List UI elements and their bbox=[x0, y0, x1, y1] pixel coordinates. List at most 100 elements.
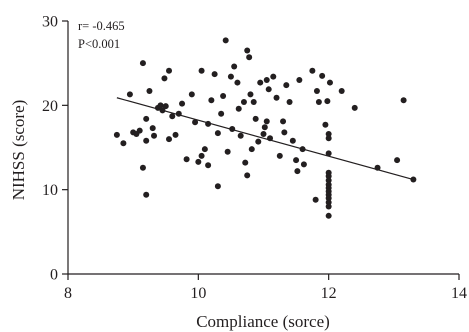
data-point bbox=[250, 98, 257, 105]
y-tick-label: 10 bbox=[42, 182, 58, 199]
data-point bbox=[261, 124, 268, 131]
data-point bbox=[240, 98, 247, 105]
data-point bbox=[244, 172, 251, 179]
data-point bbox=[166, 136, 173, 143]
data-point bbox=[126, 91, 133, 98]
data-point bbox=[183, 156, 190, 163]
data-point bbox=[220, 93, 227, 100]
data-point bbox=[394, 157, 401, 164]
data-point bbox=[325, 203, 332, 210]
data-point bbox=[166, 67, 173, 74]
data-point bbox=[293, 157, 300, 164]
data-point bbox=[201, 146, 208, 153]
data-point bbox=[192, 119, 199, 126]
ticks: 8 10 12 14 0 10 20 30 bbox=[42, 14, 467, 303]
regression-line-group bbox=[116, 97, 414, 181]
data-point bbox=[143, 191, 150, 198]
data-point bbox=[309, 67, 316, 74]
data-point bbox=[324, 98, 331, 105]
data-point bbox=[315, 98, 322, 105]
data-point bbox=[139, 164, 146, 171]
data-point bbox=[286, 98, 293, 105]
data-point bbox=[214, 183, 221, 190]
data-point bbox=[136, 127, 143, 134]
data-point bbox=[195, 158, 202, 165]
data-point bbox=[235, 105, 242, 112]
data-point bbox=[265, 86, 272, 93]
data-point bbox=[325, 177, 332, 184]
data-point bbox=[263, 77, 270, 84]
data-point bbox=[300, 161, 307, 168]
data-point bbox=[113, 131, 120, 138]
data-point bbox=[326, 79, 333, 86]
axes bbox=[67, 21, 459, 275]
data-point bbox=[231, 63, 238, 70]
data-point bbox=[280, 118, 287, 125]
data-point bbox=[244, 47, 251, 54]
data-point bbox=[214, 130, 221, 137]
data-point bbox=[400, 97, 407, 104]
data-point bbox=[294, 168, 301, 175]
data-point bbox=[270, 73, 277, 80]
data-point bbox=[296, 77, 303, 84]
data-point bbox=[237, 132, 244, 139]
data-point bbox=[211, 71, 218, 78]
y-tick-label: 30 bbox=[42, 14, 58, 31]
y-tick-label: 20 bbox=[42, 98, 58, 115]
y-tick-label: 0 bbox=[50, 267, 58, 284]
data-point bbox=[322, 121, 329, 128]
data-point bbox=[281, 129, 288, 136]
data-point bbox=[248, 146, 255, 153]
x-tick-label: 14 bbox=[451, 285, 467, 302]
data-point bbox=[151, 132, 158, 139]
x-tick-label: 12 bbox=[321, 285, 337, 302]
correlation-annotation: r= -0.465 bbox=[78, 19, 125, 33]
data-point bbox=[224, 148, 231, 155]
data-point bbox=[227, 73, 234, 80]
data-point bbox=[218, 110, 225, 117]
data-point bbox=[252, 115, 259, 122]
data-point bbox=[325, 131, 332, 138]
data-point bbox=[263, 118, 270, 125]
data-point bbox=[139, 60, 146, 67]
data-point bbox=[222, 37, 229, 44]
data-point bbox=[162, 103, 169, 110]
x-tick-label: 10 bbox=[190, 285, 206, 302]
data-point bbox=[157, 102, 164, 109]
data-point bbox=[234, 79, 241, 86]
data-point bbox=[276, 152, 283, 159]
data-point bbox=[188, 91, 195, 98]
data-point bbox=[255, 138, 262, 145]
data-point bbox=[149, 125, 156, 132]
data-point bbox=[325, 212, 332, 219]
x-axis-label: Compliance (sorce) bbox=[196, 312, 330, 331]
data-point bbox=[325, 173, 332, 180]
x-tick-label: 8 bbox=[64, 285, 72, 302]
data-point bbox=[208, 97, 215, 104]
data-point bbox=[283, 82, 290, 89]
data-point bbox=[120, 140, 127, 147]
data-point bbox=[198, 67, 205, 74]
p-value-annotation: P<0.001 bbox=[78, 37, 120, 51]
data-point bbox=[325, 195, 332, 202]
data-point bbox=[205, 162, 212, 169]
data-point bbox=[325, 150, 332, 157]
data-point bbox=[179, 100, 186, 107]
data-point bbox=[312, 196, 319, 203]
data-point bbox=[338, 87, 345, 94]
data-point bbox=[143, 137, 150, 144]
data-point bbox=[351, 104, 358, 111]
data-point bbox=[325, 199, 332, 206]
data-point bbox=[143, 115, 150, 122]
data-point bbox=[146, 87, 153, 94]
data-point bbox=[260, 131, 267, 138]
data-point bbox=[169, 113, 176, 120]
data-point bbox=[325, 135, 332, 142]
data-point bbox=[273, 94, 280, 101]
data-point bbox=[289, 137, 296, 144]
data-point bbox=[319, 72, 326, 79]
data-points bbox=[113, 37, 417, 219]
data-point bbox=[257, 79, 264, 86]
data-point bbox=[313, 87, 320, 94]
